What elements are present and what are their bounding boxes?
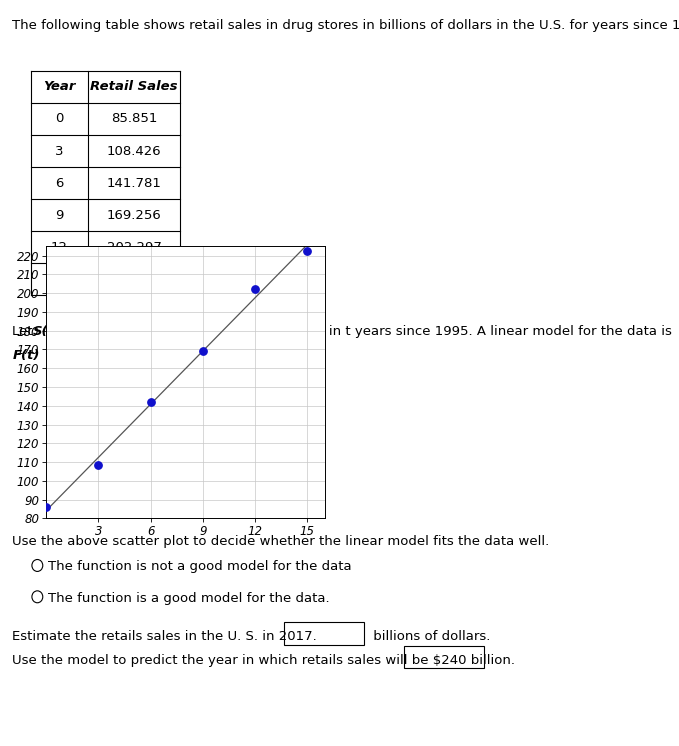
Point <box>41 501 52 513</box>
Text: 108.426: 108.426 <box>107 145 162 157</box>
Text: Let: Let <box>12 325 37 338</box>
Text: 169.256: 169.256 <box>107 209 162 222</box>
Text: 3: 3 <box>55 145 64 157</box>
Text: 15: 15 <box>51 273 68 286</box>
Text: billions of dollars.: billions of dollars. <box>369 630 491 643</box>
Text: 222.266: 222.266 <box>107 273 162 286</box>
Point <box>145 396 156 408</box>
Text: 202.297: 202.297 <box>107 241 162 254</box>
Text: Use the above scatter plot to decide whether the linear model fits the data well: Use the above scatter plot to decide whe… <box>12 535 549 548</box>
Text: Use the model to predict the year in which retails sales will be $240 billion.: Use the model to predict the year in whi… <box>12 654 515 667</box>
Text: F(t): F(t) <box>12 349 39 362</box>
Text: 85.851: 85.851 <box>111 113 158 125</box>
FancyBboxPatch shape <box>284 622 364 645</box>
Text: 9: 9 <box>55 209 64 222</box>
Text: 12: 12 <box>51 241 68 254</box>
Point <box>301 245 312 257</box>
Text: 141.781: 141.781 <box>107 177 162 189</box>
Text: The following table shows retail sales in drug stores in billions of dollars in : The following table shows retail sales i… <box>12 19 679 32</box>
Text: 6: 6 <box>55 177 64 189</box>
Text: The function is not a good model for the data: The function is not a good model for the… <box>48 560 352 573</box>
FancyBboxPatch shape <box>404 646 484 668</box>
Text: The function is a good model for the data.: The function is a good model for the dat… <box>48 592 330 604</box>
Text: Estimate the retails sales in the U. S. in 2017.: Estimate the retails sales in the U. S. … <box>12 630 317 643</box>
Text: 0: 0 <box>55 113 64 125</box>
Point <box>93 459 104 471</box>
Text: = 9.44⁢t + 84.182.: = 9.44⁢t + 84.182. <box>42 349 166 362</box>
Text: be the retails sales in billions of dollars in t years since 1995. A linear mode: be the retails sales in billions of doll… <box>60 325 672 338</box>
Point <box>250 283 261 295</box>
Text: Year: Year <box>43 81 75 93</box>
Point <box>198 345 208 357</box>
Text: S(t): S(t) <box>33 325 60 338</box>
Text: Retail Sales: Retail Sales <box>90 81 178 93</box>
